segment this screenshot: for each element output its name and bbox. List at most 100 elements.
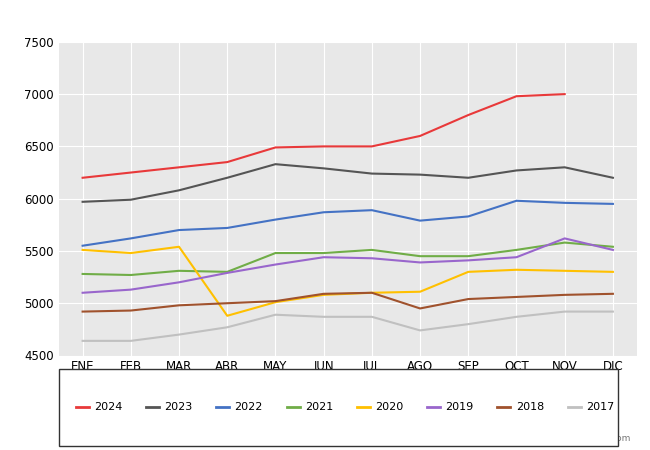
- Text: 2021: 2021: [306, 402, 334, 412]
- 2017: [416, 328, 424, 333]
- Line: 2023: 2023: [83, 164, 613, 202]
- 2020: [175, 244, 183, 249]
- 2024: [320, 144, 328, 149]
- 2021: [127, 272, 135, 278]
- 2017: [175, 332, 183, 338]
- 2020: [464, 269, 472, 274]
- Text: http://www.foro-ciudad.com: http://www.foro-ciudad.com: [505, 434, 630, 443]
- 2024: [368, 144, 376, 149]
- 2018: [175, 302, 183, 308]
- 2018: [416, 306, 424, 311]
- 2019: [368, 256, 376, 261]
- 2023: [416, 172, 424, 177]
- 2023: [79, 199, 86, 204]
- 2018: [272, 298, 280, 304]
- 2019: [127, 287, 135, 292]
- 2024: [561, 91, 569, 97]
- 2021: [416, 253, 424, 259]
- 2021: [464, 253, 472, 259]
- 2019: [272, 262, 280, 267]
- 2020: [609, 269, 617, 274]
- 2024: [464, 112, 472, 118]
- Line: 2017: 2017: [83, 311, 613, 341]
- 2020: [224, 313, 231, 319]
- 2018: [464, 297, 472, 302]
- Text: 2017: 2017: [586, 402, 614, 412]
- Line: 2024: 2024: [83, 94, 565, 178]
- 2023: [464, 175, 472, 180]
- Text: 2017: 2017: [587, 402, 615, 412]
- 2020: [513, 267, 521, 272]
- 2022: [127, 236, 135, 241]
- 2020: [416, 289, 424, 294]
- 2022: [513, 198, 521, 203]
- 2023: [368, 171, 376, 176]
- 2024: [79, 175, 86, 180]
- 2019: [561, 236, 569, 241]
- 2024: [175, 165, 183, 170]
- 2020: [272, 300, 280, 305]
- 2021: [513, 247, 521, 252]
- Text: 2019: 2019: [445, 402, 474, 412]
- 2018: [513, 294, 521, 300]
- 2018: [609, 291, 617, 297]
- 2021: [609, 244, 617, 249]
- Text: 2022: 2022: [235, 402, 264, 412]
- Line: 2022: 2022: [83, 201, 613, 246]
- Text: Afiliados en Alhaurín el Grande a 30/11/2024: Afiliados en Alhaurín el Grande a 30/11/…: [144, 10, 506, 25]
- 2019: [224, 270, 231, 275]
- 2020: [320, 292, 328, 297]
- 2023: [513, 168, 521, 173]
- Line: 2020: 2020: [83, 247, 613, 316]
- Text: 2020: 2020: [376, 402, 404, 412]
- 2022: [464, 214, 472, 219]
- 2023: [175, 188, 183, 193]
- 2024: [416, 133, 424, 139]
- 2023: [320, 166, 328, 171]
- 2022: [561, 200, 569, 206]
- Text: 2019: 2019: [446, 402, 474, 412]
- Text: 2024: 2024: [95, 402, 124, 412]
- 2018: [561, 292, 569, 297]
- 2019: [464, 258, 472, 263]
- 2023: [272, 162, 280, 167]
- 2019: [513, 255, 521, 260]
- 2017: [368, 314, 376, 319]
- 2023: [561, 165, 569, 170]
- 2019: [609, 247, 617, 252]
- 2022: [368, 207, 376, 213]
- Line: 2021: 2021: [83, 243, 613, 275]
- 2022: [609, 201, 617, 207]
- Text: 2018: 2018: [517, 402, 545, 412]
- 2017: [320, 314, 328, 319]
- 2021: [175, 268, 183, 274]
- 2024: [272, 145, 280, 150]
- 2018: [368, 290, 376, 296]
- Text: 2022: 2022: [235, 402, 263, 412]
- 2018: [320, 291, 328, 297]
- 2023: [127, 197, 135, 202]
- 2021: [368, 247, 376, 252]
- Text: 2023: 2023: [164, 402, 192, 412]
- 2019: [320, 255, 328, 260]
- 2021: [272, 250, 280, 256]
- 2017: [464, 321, 472, 327]
- 2022: [320, 210, 328, 215]
- 2019: [79, 290, 86, 296]
- Text: 2023: 2023: [165, 402, 193, 412]
- Text: 2021: 2021: [305, 402, 333, 412]
- 2018: [79, 309, 86, 314]
- 2021: [561, 240, 569, 245]
- 2017: [79, 338, 86, 343]
- 2024: [513, 94, 521, 99]
- 2023: [609, 175, 617, 180]
- 2022: [224, 225, 231, 231]
- Text: 2020: 2020: [375, 402, 404, 412]
- 2021: [320, 250, 328, 256]
- 2021: [224, 269, 231, 274]
- 2019: [175, 279, 183, 285]
- 2017: [272, 312, 280, 317]
- 2021: [79, 271, 86, 277]
- Line: 2019: 2019: [83, 238, 613, 293]
- Text: 2024: 2024: [94, 402, 122, 412]
